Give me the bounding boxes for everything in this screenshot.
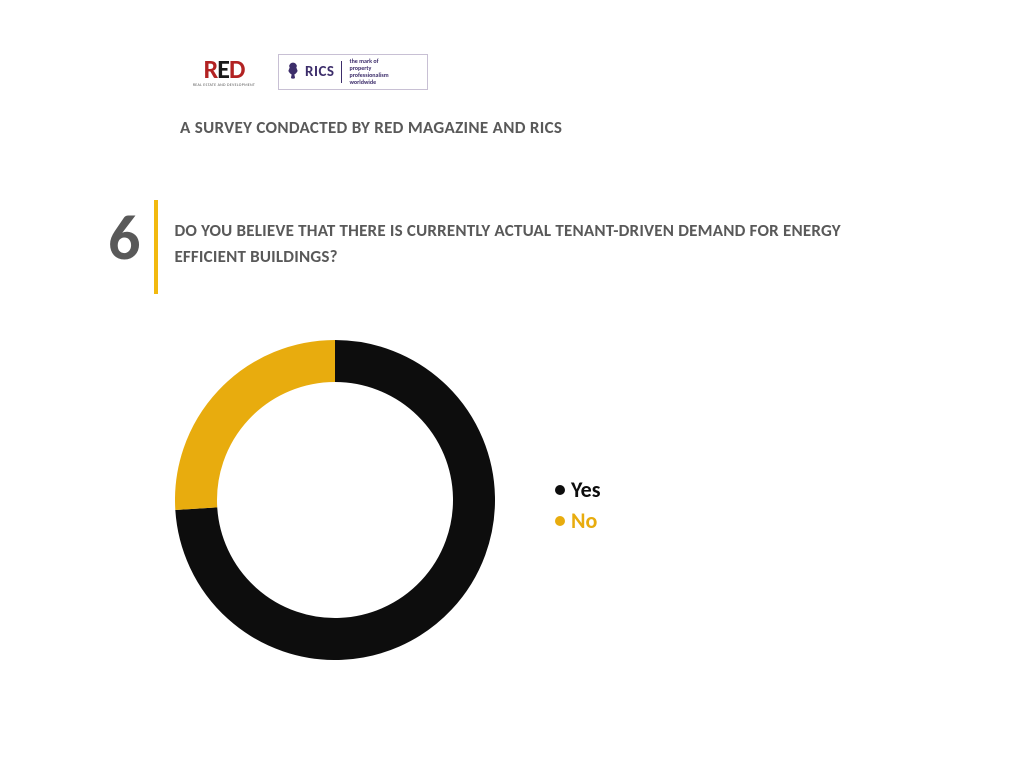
rics-logo-tagline: the mark ofpropertyprofessionalismworldw…	[349, 58, 388, 87]
donut-slice	[196, 361, 335, 509]
legend-bullet-icon	[555, 485, 565, 495]
chart-legend: Yes No	[555, 476, 601, 538]
legend-bullet-icon	[555, 516, 565, 526]
red-logo-subline: REAL ESTATE AND DEVELOPMENT	[193, 83, 255, 88]
question-block: 6 DO YOU BELIEVE THAT THERE IS CURRENTLY…	[108, 200, 874, 294]
red-logo-letter: R	[204, 53, 218, 85]
red-logo-letter: E	[217, 53, 229, 85]
logos-row: RED REAL ESTATE AND DEVELOPMENT RICS the…	[180, 54, 428, 90]
rics-logo: RICS the mark ofpropertyprofessionalismw…	[278, 54, 428, 90]
question-number: 6	[108, 206, 140, 270]
legend-item: No	[555, 507, 601, 534]
rics-logo-divider	[341, 61, 342, 83]
legend-label: Yes	[571, 476, 601, 503]
donut-chart	[175, 340, 495, 665]
red-logo: RED REAL ESTATE AND DEVELOPMENT	[180, 54, 268, 90]
red-logo-letter: D	[229, 53, 244, 85]
legend-label: No	[571, 507, 597, 534]
lion-icon	[285, 61, 301, 83]
donut-svg	[175, 340, 495, 660]
red-logo-text: RED	[204, 56, 245, 82]
legend-item: Yes	[555, 476, 601, 503]
question-text: DO YOU BELIEVE THAT THERE IS CURRENTLY A…	[174, 200, 874, 269]
survey-subtitle: A SURVEY CONDACTED BY RED MAGAZINE AND R…	[180, 117, 562, 138]
question-divider	[154, 200, 158, 294]
rics-logo-name: RICS	[305, 63, 334, 81]
